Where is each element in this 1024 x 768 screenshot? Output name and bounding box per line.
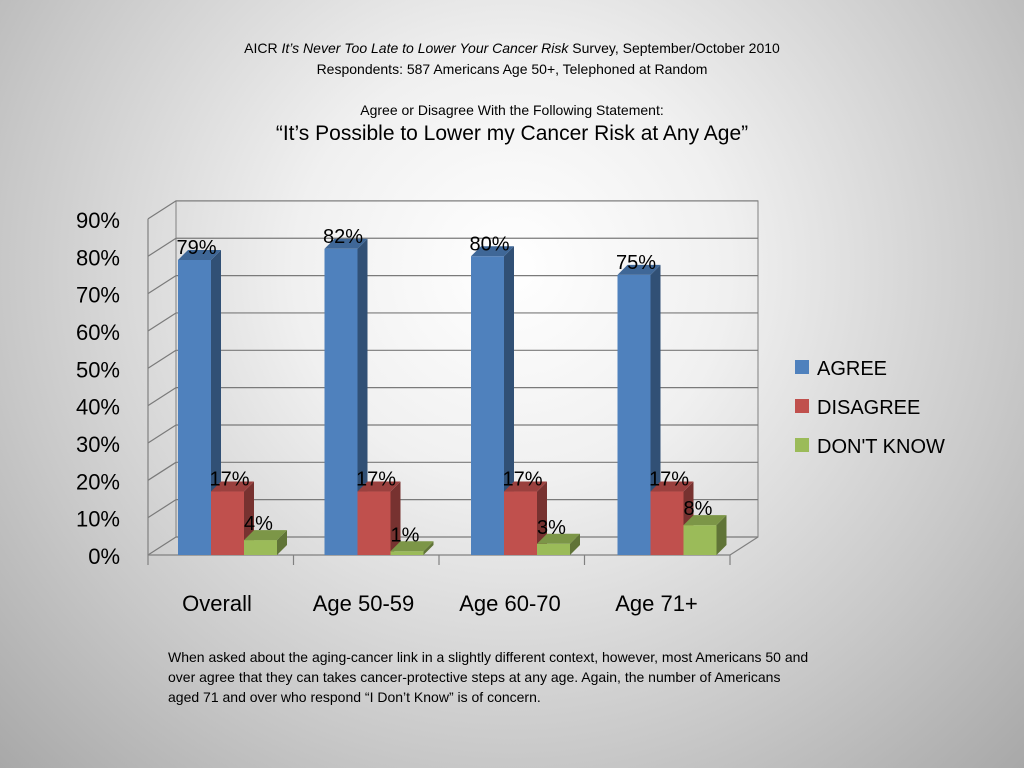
data-label: 8% bbox=[684, 498, 713, 520]
bar-don-t-know-side bbox=[423, 541, 434, 555]
legend-label: DON'T KNOW bbox=[817, 436, 945, 458]
bar-agree-top bbox=[178, 250, 221, 260]
floor-edge bbox=[729, 536, 759, 556]
survey-title-suffix: Survey, September/October 2010 bbox=[568, 40, 780, 56]
gridline-side bbox=[147, 312, 177, 332]
bar-agree-side bbox=[211, 250, 221, 555]
bar-disagree-top bbox=[504, 481, 547, 492]
bar-disagree-top bbox=[211, 481, 254, 492]
bar-don-t-know-top bbox=[537, 533, 580, 544]
bar-disagree-top bbox=[650, 481, 694, 492]
gridline-side bbox=[147, 424, 177, 444]
data-label: 17% bbox=[356, 469, 396, 491]
data-label: 4% bbox=[244, 513, 273, 535]
y-tick-label: 50% bbox=[76, 357, 120, 382]
legend-swatch bbox=[795, 360, 809, 374]
data-label: 79% bbox=[176, 237, 216, 259]
data-label: 1% bbox=[391, 524, 420, 546]
chart-tick-labels: 0% 10% 20% 30% 40% 50% 60% 70% 80% 90% Overall Age … bbox=[76, 208, 698, 616]
respondents-line: Respondents: 587 Americans Age 50+, Tele… bbox=[316, 61, 708, 77]
bar-agree-top bbox=[324, 238, 368, 249]
statement-title: “It’s Possible to Lower my Cancer Risk a… bbox=[275, 122, 749, 145]
survey-title-prefix: AICR bbox=[244, 40, 282, 56]
bar-agree-front bbox=[178, 260, 211, 555]
data-label: 82% bbox=[323, 226, 363, 248]
caption-line-2: over agree that they can takes cancer-pr… bbox=[168, 669, 781, 685]
data-label: 17% bbox=[502, 469, 542, 491]
data-label: 17% bbox=[649, 469, 689, 491]
chart-data-labels: 79% 17% 4% 82% 17% 1% 80% 17% 3% 75% 17% 8% bbox=[176, 226, 712, 546]
x-tick-label: Age 71+ bbox=[615, 591, 698, 616]
survey-title: AICR It’s Never Too Late to Lower Your C… bbox=[0, 40, 1024, 56]
caption-line-3: aged 71 and over who respond “I Don’t Kn… bbox=[168, 689, 541, 705]
x-tick-label: Age 50-59 bbox=[313, 591, 415, 616]
bar-disagree-top bbox=[357, 481, 401, 492]
data-label: 75% bbox=[616, 252, 656, 274]
data-label: 3% bbox=[537, 517, 566, 539]
y-tick-label: 30% bbox=[76, 432, 120, 457]
gridline-side bbox=[147, 237, 177, 257]
bar-disagree-front bbox=[650, 491, 684, 555]
chart-bars bbox=[178, 238, 727, 556]
gridline-side bbox=[147, 387, 177, 407]
y-tick-label: 40% bbox=[76, 395, 120, 420]
bar-don-t-know-side bbox=[570, 533, 580, 555]
y-tick-label: 90% bbox=[76, 208, 120, 233]
legend-swatch bbox=[795, 438, 809, 452]
bar-agree-side bbox=[650, 264, 661, 555]
x-tick-label: Overall bbox=[182, 591, 252, 616]
caption-text: When asked about the aging-cancer link i… bbox=[168, 647, 888, 707]
gridline-side bbox=[147, 349, 177, 369]
gridline-side bbox=[147, 275, 177, 295]
survey-name: It’s Never Too Late to Lower Your Cancer… bbox=[281, 40, 569, 56]
bar-don-t-know-front bbox=[244, 540, 277, 555]
y-tick-label: 0% bbox=[88, 544, 120, 569]
gridline-side bbox=[147, 461, 177, 481]
bar-agree-front bbox=[617, 274, 651, 555]
bar-disagree-front bbox=[211, 491, 244, 555]
gridline-side bbox=[147, 499, 177, 519]
bar-agree-side bbox=[357, 238, 368, 555]
bar-agree-front bbox=[471, 256, 504, 555]
bar-don-t-know-top bbox=[390, 541, 434, 552]
bar-don-t-know-front bbox=[537, 543, 570, 555]
bar-disagree-side bbox=[390, 481, 401, 555]
gridline-side bbox=[147, 536, 177, 556]
y-tick-label: 80% bbox=[76, 245, 120, 270]
chart-legend: AGREE DISAGREE DON'T KNOW bbox=[795, 358, 945, 458]
legend-swatch bbox=[795, 399, 809, 413]
y-tick-label: 70% bbox=[76, 283, 120, 308]
y-tick-label: 10% bbox=[76, 507, 120, 532]
bar-disagree-front bbox=[504, 491, 537, 555]
bar-don-t-know-top bbox=[683, 515, 727, 526]
bar-don-t-know-front bbox=[390, 551, 424, 555]
bar-agree-side bbox=[504, 246, 514, 556]
bar-agree-top bbox=[617, 264, 661, 275]
bar-don-t-know-top bbox=[244, 530, 287, 541]
data-label: 80% bbox=[469, 233, 509, 255]
question-intro: Agree or Disagree With the Following Sta… bbox=[360, 102, 664, 118]
legend-label: DISAGREE bbox=[817, 397, 920, 419]
bar-don-t-know-side bbox=[277, 530, 287, 555]
bar-agree-top bbox=[471, 246, 514, 257]
gridline-side bbox=[147, 200, 177, 220]
data-label: 17% bbox=[209, 469, 249, 491]
y-tick-label: 60% bbox=[76, 320, 120, 345]
legend-label: AGREE bbox=[817, 358, 887, 380]
bar-don-t-know-side bbox=[716, 515, 727, 555]
caption-line-1: When asked about the aging-cancer link i… bbox=[168, 649, 809, 665]
bar-agree-front bbox=[324, 248, 358, 555]
bar-don-t-know-front bbox=[683, 525, 717, 555]
y-tick-label: 20% bbox=[76, 469, 120, 494]
x-tick-label: Age 60-70 bbox=[459, 591, 561, 616]
bar-disagree-front bbox=[357, 491, 391, 555]
